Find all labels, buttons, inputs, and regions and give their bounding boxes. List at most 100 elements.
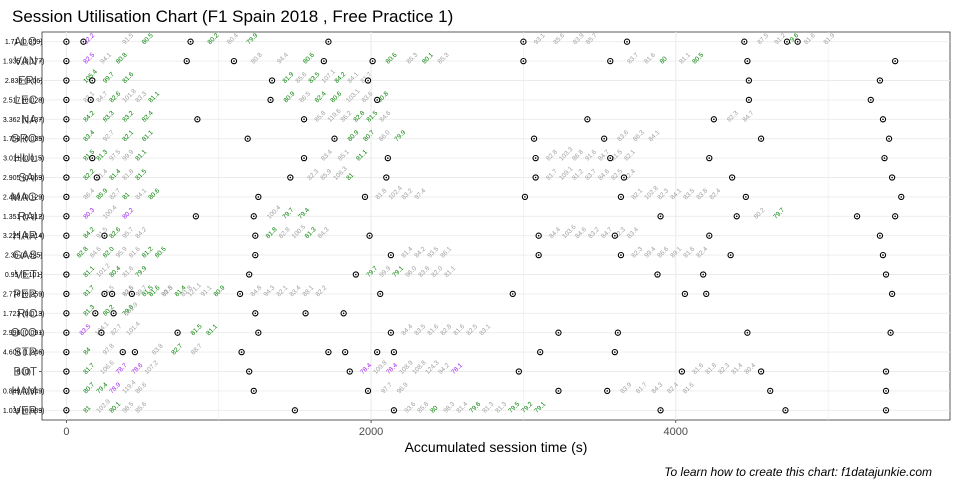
pit-marker-dot [100,331,103,334]
pit-marker-dot [603,137,605,140]
pit-marker-dot [656,273,659,276]
pit-marker-dot [614,234,616,237]
pit-marker-dot [746,60,749,62]
gap-to-best: 0.95 (0.101) [5,272,43,279]
gap-to-best: 2.36 (0.425) [5,253,43,260]
y-tick-label: ALO [14,37,37,49]
pit-marker-dot [894,60,896,62]
pit-marker-dot [65,99,68,101]
gap-to-best: 3.225 (0.214) [3,233,45,240]
gap-to-best: 2.489 (0.129) [3,194,45,201]
y-tick-label: LEC [15,95,37,107]
pit-marker-dot [185,60,188,62]
pit-marker-dot [65,118,68,121]
pit-marker-dot [746,331,749,334]
pit-marker-dot [65,79,68,82]
pit-marker-dot [271,79,273,82]
pit-marker-dot [103,234,106,237]
pit-marker-dot [348,370,351,373]
pit-marker-dot [376,99,378,101]
pit-marker-dot [702,273,704,276]
pit-marker-dot [537,254,540,256]
pit-marker-dot [534,176,537,179]
pit-marker-dot [659,409,662,412]
pit-marker-dot [367,390,369,392]
pit-marker-dot [539,351,541,353]
pit-marker-dot [269,99,272,101]
pit-marker-dot [65,234,68,237]
x-tick-label: 2000 [359,426,383,438]
x-tick-label: 0 [63,426,69,438]
pit-marker-dot [522,60,525,62]
pit-marker-dot [390,254,392,256]
pit-marker-dot [524,196,526,198]
pit-marker-dot [537,234,540,237]
gap-to-best: 3.011 (0.015) [3,156,44,163]
pit-marker-dot [233,60,235,62]
pit-marker-dot [239,293,241,295]
pit-marker-dot [769,390,772,392]
chart-caption: To learn how to create this chart: f1dat… [664,465,932,479]
pit-marker-dot [659,215,662,218]
pit-marker-dot [745,196,747,198]
pit-marker-dot [900,196,903,198]
pit-marker-dot [82,40,85,43]
pit-marker-dot [65,370,68,373]
y-tick-label: HAM [11,386,37,398]
pit-marker-dot [606,390,609,392]
y-tick-label: HUL [14,153,38,165]
pit-marker-dot [856,215,858,218]
pit-marker-dot [894,215,896,218]
pit-marker-dot [713,118,715,121]
pit-marker-dot [333,137,336,140]
gap-to-best: 1.723 (0.013) [3,311,45,318]
pit-marker-dot [65,40,68,43]
gap-to-best: 1.039 (0.089) [3,408,45,415]
gap-to-best: 1.935 (0.177) [3,59,45,66]
y-tick-label: RIC [17,308,37,320]
pit-marker-dot [885,370,887,373]
pit-marker-dot [368,234,371,237]
y-tick-label: OCO [11,328,37,340]
pit-marker-dot [748,99,750,101]
pit-marker-dot [743,40,746,43]
pit-marker-dot [240,351,243,353]
pit-marker-dot [889,331,892,334]
pit-marker-dot [257,331,260,334]
pit-marker-dot [708,234,711,237]
pit-marker-dot [885,409,887,412]
pit-marker-dot [879,79,881,82]
pit-marker-dot [254,254,257,256]
y-tick-label: GRO [11,134,37,146]
pit-marker-dot [65,137,68,140]
pit-marker-dot [323,60,325,62]
y-tick-label: RAI [18,211,37,223]
pit-marker-dot [195,215,197,218]
pit-marker-dot [748,79,750,82]
pit-marker-dot [303,157,305,159]
pit-marker-dot [342,312,345,315]
x-tick-label: 4000 [664,426,688,438]
y-tick-label: NA [21,114,37,126]
y-tick-label: HAR [13,231,37,243]
pit-marker-dot [534,157,537,159]
pit-marker-dot [883,157,886,159]
y-tick-label: GAS [13,250,38,262]
gap-to-best: 1.71 (0.359) [5,39,43,46]
y-tick-label: ERI [18,76,37,88]
pit-marker-dot [786,40,788,43]
pit-marker-dot [91,79,94,82]
y-tick-label: VAN [14,56,37,68]
pit-marker-dot [364,196,366,198]
pit-marker-dot [879,234,881,237]
pit-marker-dot [557,390,560,392]
pit-marker-dot [176,331,179,334]
y-axis-ticks: ALO VAN ERI LEC NA GRO HUL SAI MAG RAI HAR GAS VET PE… [11,37,42,417]
pit-marker-dot [65,390,68,392]
pit-marker-dot [735,215,738,218]
gap-to-best: 4.608 (1.246) [3,350,45,357]
pit-marker-dot [617,331,619,334]
lap-time-label: 80 [659,55,669,65]
lap-time-label: 80 [429,404,439,414]
